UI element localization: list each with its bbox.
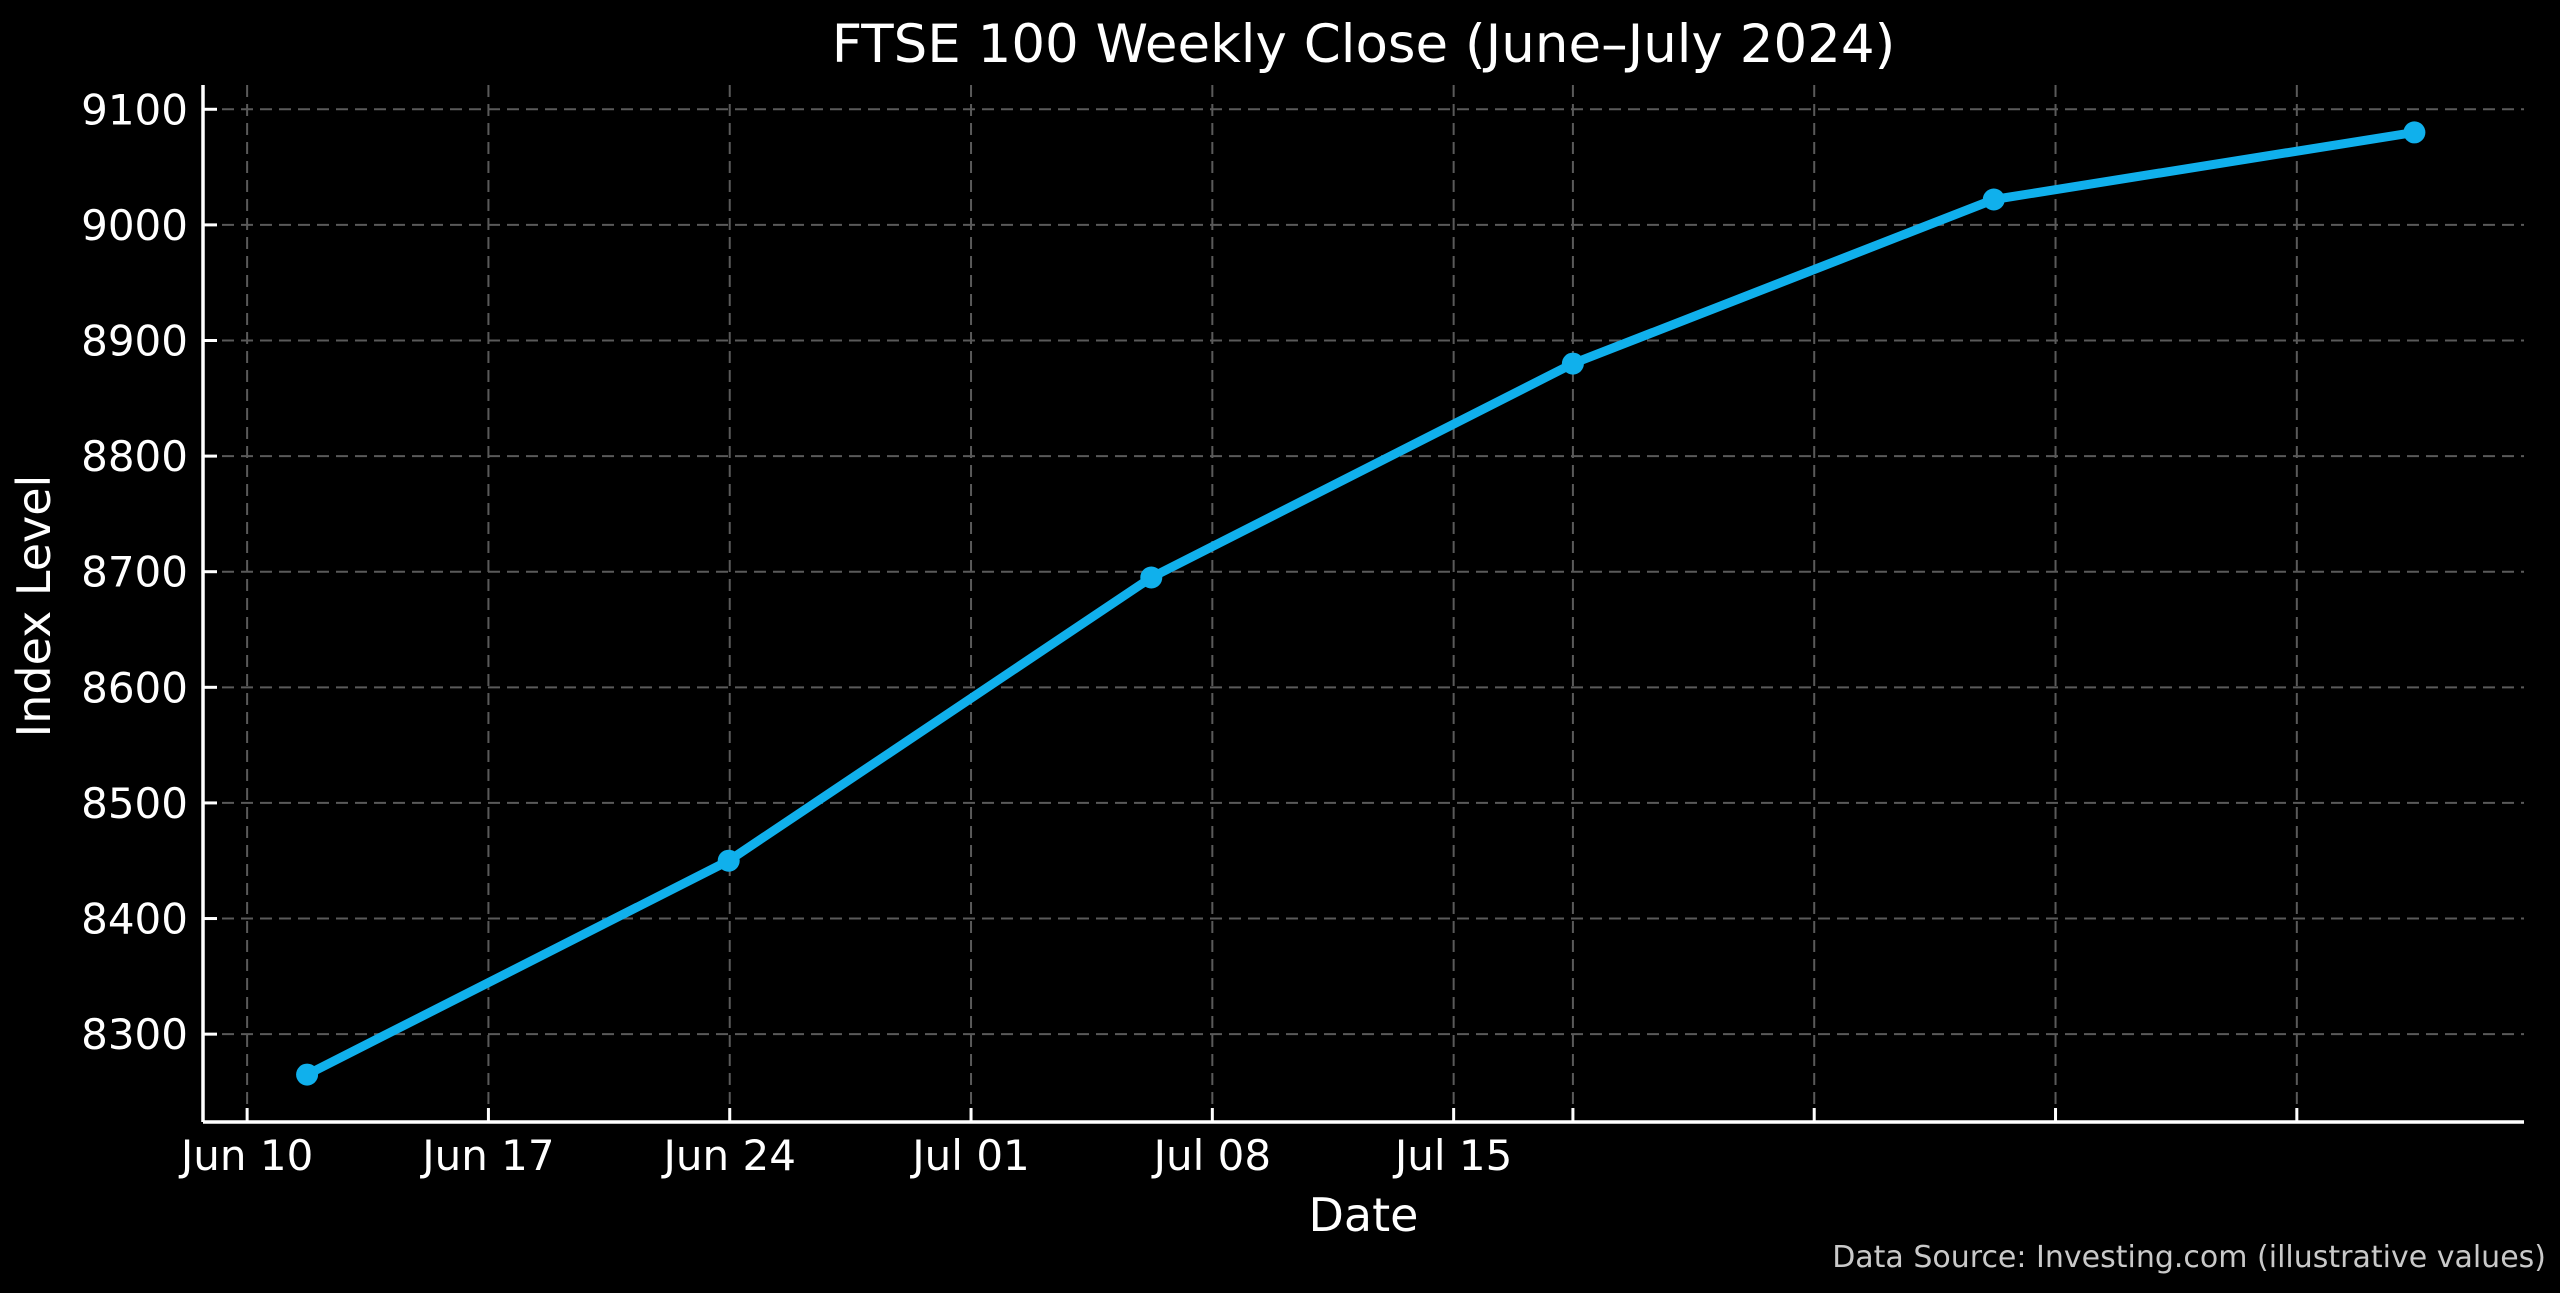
y-tick-label: 8500 [81, 779, 188, 828]
x-tick-label: Jun 24 [661, 1131, 796, 1180]
y-axis-label: Index Level [7, 474, 61, 738]
data-point-marker [717, 849, 740, 872]
data-point-marker [296, 1063, 319, 1086]
x-tick-label: Jul 08 [1151, 1131, 1271, 1180]
y-tick-label: 8900 [81, 316, 188, 365]
y-tick-label: 8400 [81, 895, 188, 944]
data-point-marker [2403, 121, 2426, 144]
source-note: Data Source: Investing.com (illustrative… [1832, 1240, 2546, 1275]
x-tick-label: Jun 17 [419, 1131, 554, 1180]
chart-title: FTSE 100 Weekly Close (June–July 2024) [831, 14, 1896, 75]
x-axis-label: Date [1308, 1188, 1419, 1242]
y-tick-label: 8700 [81, 548, 188, 597]
y-tick-label: 8300 [81, 1010, 188, 1059]
x-tick-label: Jul 01 [909, 1131, 1029, 1180]
series-line [302, 127, 2419, 1080]
y-tick-label: 9100 [81, 85, 188, 134]
data-point-marker [1982, 188, 2005, 211]
y-tick-label: 9000 [81, 201, 188, 250]
x-tick-label: Jun 10 [178, 1131, 313, 1180]
y-tick-label: 8600 [81, 663, 188, 712]
y-tick-label: 8800 [81, 432, 188, 481]
x-tick-label: Jul 15 [1392, 1131, 1512, 1180]
data-point-marker [1561, 352, 1584, 375]
data-point-marker [1140, 566, 1163, 589]
